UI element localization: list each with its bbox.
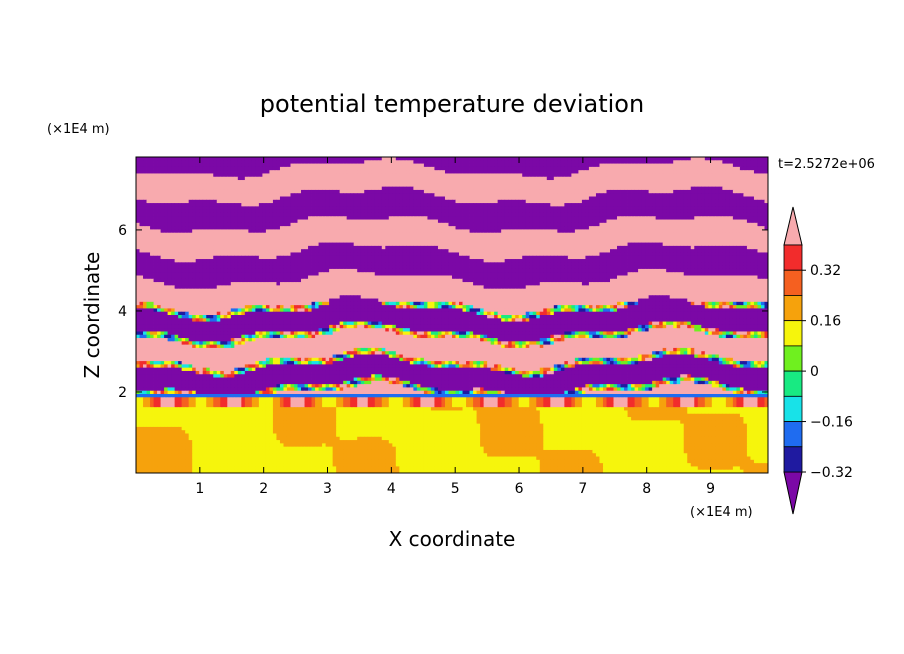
colorbar-label: −0.32 (810, 465, 853, 481)
x-axis-ticks: 1 2 3 4 5 6 7 8 9 (195, 157, 715, 497)
y-tick-label: 4 (118, 304, 127, 320)
x-tick-label: 9 (706, 481, 715, 497)
y-axis-ticks: 2 4 6 (118, 223, 768, 401)
x-tick-label: 1 (195, 481, 204, 497)
plot-frame (135, 156, 769, 474)
colorbar-box (783, 446, 803, 473)
colorbar-box (783, 370, 803, 397)
time-label: t=2.5272e+06 (778, 157, 875, 172)
x-tick-label: 5 (451, 481, 460, 497)
x-tick-label: 4 (387, 481, 396, 497)
colorbar: 0.32 0.16 0 −0.16 −0.32 (783, 206, 853, 515)
colorbar-box (783, 395, 803, 422)
colorbar-label: 0.16 (810, 314, 841, 330)
colorbar-label: 0 (810, 364, 819, 380)
x-tick-label: 8 (642, 481, 651, 497)
x-tick-label: 7 (578, 481, 587, 497)
x-tick-label: 2 (259, 481, 268, 497)
y-tick-label: 2 (118, 385, 127, 401)
x-tick-label: 6 (515, 481, 524, 497)
colorbar-box (783, 421, 803, 448)
x-unit-label: (×1E4 m) (690, 505, 753, 520)
y-axis-title: Z coordinate (80, 252, 104, 379)
colorbar-label: −0.16 (810, 415, 853, 431)
colorbar-box (783, 345, 803, 372)
colorbar-label: 0.32 (810, 263, 841, 279)
plot-field (136, 157, 768, 473)
colorbar-over-arrow (783, 206, 803, 246)
y-unit-label: (×1E4 m) (47, 122, 110, 137)
x-axis-title: X coordinate (389, 527, 516, 551)
colorbar-box (783, 320, 803, 347)
colorbar-box (783, 295, 803, 322)
colorbar-box (783, 269, 803, 296)
x-tick-label: 3 (323, 481, 332, 497)
colorbar-box (783, 244, 803, 271)
y-tick-label: 6 (118, 223, 127, 239)
colorbar-under-arrow (783, 471, 803, 515)
chart-title: potential temperature deviation (260, 90, 644, 118)
